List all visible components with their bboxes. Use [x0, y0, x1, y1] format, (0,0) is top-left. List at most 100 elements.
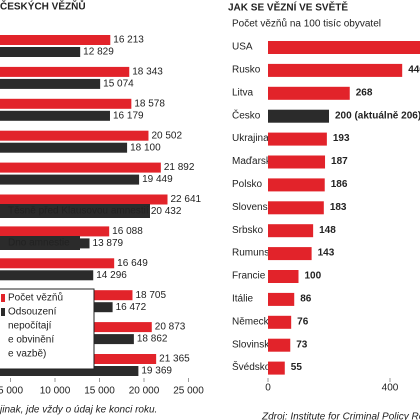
value-label: 186: [331, 179, 348, 190]
value-label: 193: [333, 133, 350, 144]
bar: [0, 98, 132, 109]
bar: [0, 142, 128, 153]
bar: [0, 66, 130, 77]
category-label: Srbsko: [232, 225, 264, 236]
value-label: 143: [318, 248, 335, 259]
value-label: 14 296: [96, 270, 127, 281]
category-label: Ukrajina: [232, 133, 269, 144]
category-label: USA: [232, 42, 253, 53]
category-label: Slovinsko: [232, 339, 275, 350]
value-label: 15 074: [103, 79, 134, 90]
legend-note: e obvinění: [8, 335, 54, 346]
bar: [0, 194, 168, 205]
bar: [268, 178, 325, 192]
annotation-box: [0, 236, 80, 250]
category-label: Slovensko: [232, 202, 279, 213]
category-label: Rusko: [232, 65, 261, 76]
bar: [0, 270, 94, 281]
legend-swatch: [1, 308, 5, 316]
value-label: 18 578: [134, 98, 165, 109]
value-label: 200 (aktuálně 206): [335, 110, 420, 121]
value-label: 12 829: [83, 47, 114, 58]
annotation-box: [0, 204, 150, 218]
bar: [268, 315, 292, 329]
value-label: 20 502: [151, 130, 182, 141]
x-tick-label: 20 000: [129, 386, 160, 397]
footnote: jinak, jde vždy o údaj ke konci roku.: [0, 405, 157, 416]
x-tick-label: 10 000: [40, 386, 71, 397]
bar: [0, 366, 139, 376]
category-label: Itálie: [232, 294, 254, 305]
value-label: 187: [331, 156, 348, 167]
value-label: 21 892: [164, 162, 195, 173]
bar: [268, 155, 326, 169]
chart-title: JAK SE VĚZNÍ VE SVĚTĚ: [228, 1, 348, 14]
bar: [268, 63, 403, 77]
value-label: 18 100: [130, 142, 161, 153]
value-label: 18 862: [137, 334, 168, 345]
bar: [0, 47, 81, 57]
category-label: Česko: [232, 108, 261, 121]
bar: [268, 224, 314, 238]
value-label: 16 213: [113, 35, 144, 46]
value-label: 86: [300, 294, 312, 305]
value-label: 76: [297, 316, 309, 327]
chart-subtitle: Počet vězňů na 100 tisíc obyvatel: [232, 18, 381, 30]
legend-label: Odsouzení: [8, 307, 57, 318]
bar: [268, 201, 324, 215]
category-label: Polsko: [232, 179, 262, 190]
bar: [268, 247, 312, 261]
value-label: 16 179: [113, 110, 144, 121]
value-label: 440: [408, 65, 420, 76]
value-label: 16 649: [117, 258, 148, 269]
bar: [268, 86, 350, 100]
chart-title: ČESKÝCH VĚZŇŮ: [0, 0, 86, 13]
x-tick-label: 15 000: [84, 386, 115, 397]
value-label: 18 343: [132, 67, 163, 78]
legend-label: Počet vězňů: [8, 292, 63, 304]
category-label: Maďarsko: [232, 156, 277, 167]
bar: [268, 292, 295, 306]
bar: [268, 338, 291, 352]
value-label: 148: [319, 225, 336, 236]
value-label: 19 369: [141, 366, 172, 377]
legend-note: e vazbě): [8, 349, 46, 360]
legend-note: nepočítají: [8, 321, 52, 332]
category-label: Litva: [232, 87, 254, 98]
bar: [0, 162, 161, 173]
value-label: 183: [330, 202, 347, 213]
value-label: 18 705: [135, 290, 166, 301]
x-tick-label: 400: [382, 383, 399, 394]
source: Zdroj: Institute for Criminal Policy Res…: [261, 412, 420, 420]
value-label: 100: [305, 271, 322, 282]
category-label: Francie: [232, 271, 266, 282]
bar: [268, 270, 299, 283]
value-label: 73: [296, 339, 308, 350]
x-tick-label: 0: [265, 383, 271, 394]
bar: [0, 130, 149, 141]
x-tick-label: 25 000: [173, 386, 204, 397]
value-label: 55: [291, 362, 303, 373]
annotation: Těsně před Klausovou amnestií: [8, 206, 149, 217]
bar: [0, 226, 110, 237]
category-label: Švédsko: [232, 360, 271, 373]
value-label: 19 449: [142, 174, 173, 185]
value-label: 21 365: [159, 354, 190, 365]
bar: [268, 41, 420, 54]
value-label: 20 432: [151, 206, 182, 217]
value-label: 20 873: [155, 322, 186, 333]
bar: [0, 174, 140, 185]
legend-swatch: [1, 294, 5, 302]
bar: [0, 110, 110, 121]
bar: [268, 109, 329, 123]
legend-box: [0, 288, 95, 370]
category-label: Rumunsko: [232, 248, 280, 259]
value-label: 22 641: [171, 194, 202, 205]
bar: [268, 132, 327, 146]
bar: [0, 35, 111, 45]
value-label: 13 879: [93, 238, 124, 249]
value-label: 16 088: [112, 226, 143, 237]
x-tick-label: 5 000: [0, 386, 23, 397]
bar: [268, 361, 285, 375]
